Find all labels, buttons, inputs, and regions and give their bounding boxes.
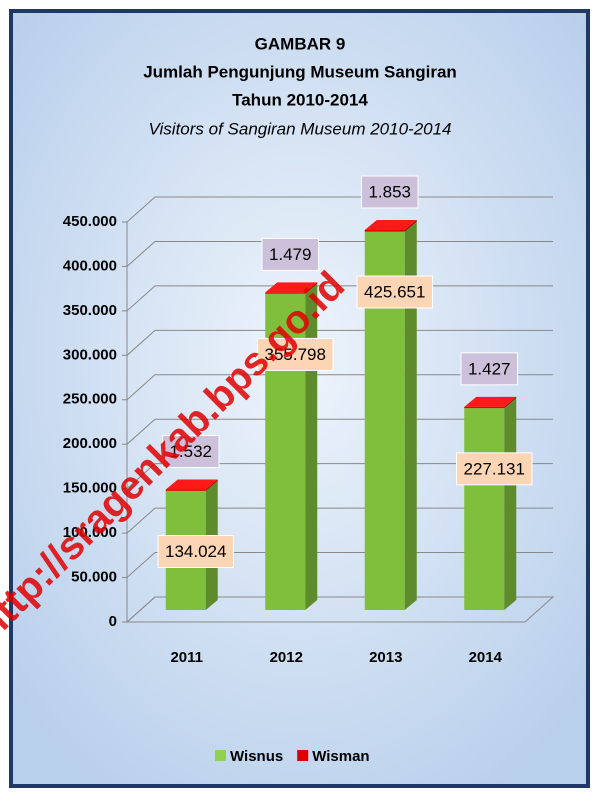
grid-line <box>126 196 553 223</box>
bar-top <box>464 396 517 407</box>
data-label: 134.024 <box>165 542 226 561</box>
y-tick-label: 200.000 <box>63 435 117 452</box>
legend-swatch <box>297 750 309 761</box>
grid-line <box>126 329 553 356</box>
legend-label: Wisman <box>312 748 369 765</box>
data-label: 1.427 <box>468 359 511 378</box>
bar-front <box>364 229 405 232</box>
grid-line <box>126 374 553 401</box>
data-label: 1.853 <box>368 182 411 201</box>
y-tick-label: 50.000 <box>71 569 117 586</box>
chart-subtitle: Visitors of Sangiran Museum 2010-2014 <box>148 119 451 138</box>
bar-front <box>265 292 306 294</box>
data-label-box <box>360 175 419 209</box>
x-tick-label: 2011 <box>170 649 203 666</box>
grid-line <box>126 418 553 445</box>
data-label: 1.479 <box>269 245 312 264</box>
bar-side <box>404 221 417 610</box>
bar-side <box>504 398 517 610</box>
bar-segment <box>464 398 517 610</box>
chart-title: GAMBAR 9 <box>255 34 346 53</box>
grid-line <box>126 507 553 534</box>
data-label-box <box>356 275 433 309</box>
bar-side <box>205 479 218 491</box>
legend-label: Wisnus <box>230 748 283 765</box>
bar-top <box>265 282 318 293</box>
bar-segment <box>364 219 417 232</box>
bar-front <box>165 489 206 491</box>
bar-front <box>464 408 505 610</box>
data-label: 425.651 <box>364 282 425 301</box>
bar-side <box>404 219 417 232</box>
grid-line <box>126 240 553 267</box>
data-label-box <box>157 535 234 569</box>
bar-top <box>165 479 218 490</box>
bar-side <box>504 396 517 409</box>
data-label: 1.532 <box>169 442 212 461</box>
grid-line <box>126 596 553 623</box>
bar-segment <box>265 282 318 294</box>
data-label-box <box>460 352 519 386</box>
data-label-box <box>161 435 220 469</box>
x-tick-label: 2014 <box>469 649 503 666</box>
bar-segment <box>464 396 517 409</box>
bar-top <box>364 219 417 230</box>
y-tick-label: 150.000 <box>63 480 117 497</box>
y-tick-label: 350.000 <box>63 302 117 319</box>
data-label-box <box>456 452 533 486</box>
y-tick-label: 250.000 <box>63 391 117 408</box>
y-tick-label: 400.000 <box>63 257 117 274</box>
x-tick-label: 2012 <box>270 649 303 666</box>
chart-title: Jumlah Pengunjung Museum Sangiran <box>143 62 457 81</box>
grid-line <box>126 463 553 490</box>
legend-swatch <box>215 750 226 761</box>
y-tick-label: 300.000 <box>63 346 117 363</box>
y-tick-label: 450.000 <box>63 213 117 230</box>
data-label-box <box>257 337 334 371</box>
bar-segment <box>165 479 218 491</box>
grid-line <box>126 552 553 578</box>
y-tick-label: 0 <box>109 613 117 630</box>
data-label-box <box>261 237 320 271</box>
bar-front <box>464 406 505 409</box>
bar-side <box>305 282 318 294</box>
chart-title: Tahun 2010-2014 <box>232 90 368 109</box>
data-label: 227.131 <box>464 459 525 478</box>
x-tick-label: 2013 <box>369 649 402 666</box>
data-label: 355.798 <box>265 345 326 364</box>
y-tick-label: 100.000 <box>63 524 117 541</box>
